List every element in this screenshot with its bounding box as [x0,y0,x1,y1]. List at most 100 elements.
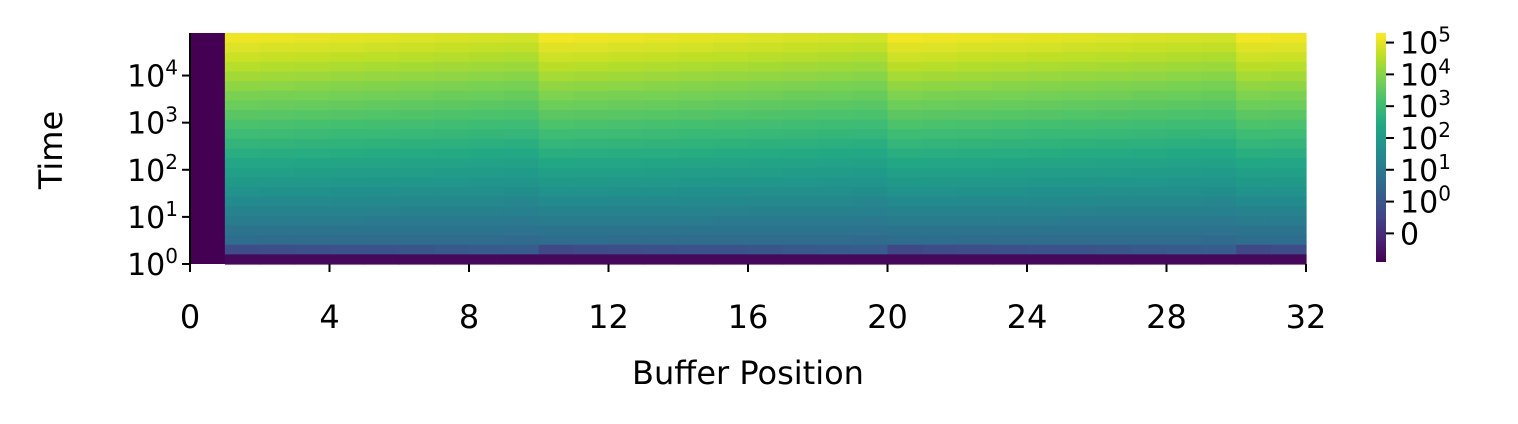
heatmap-cell [1166,177,1202,188]
heatmap-cell [782,110,819,121]
heatmap-cell [1131,138,1168,150]
heatmap-cell [992,244,1028,255]
heatmap-cell [678,206,714,217]
heatmap-cell [1201,148,1237,159]
heatmap-cell [1096,158,1133,169]
heatmap-cell [538,100,575,111]
heatmap-cell [887,206,923,217]
heatmap-cell [399,129,435,140]
heatmap-cell [573,81,610,92]
heatmap-cell [1236,90,1272,101]
heatmap-cell [922,52,958,63]
heatmap-cell [364,225,400,236]
heatmap-cell [434,81,470,92]
heatmap-cell [259,61,296,73]
heatmap-cell [1027,71,1063,82]
heatmap-cell [1027,100,1063,111]
heatmap-cell [643,138,679,150]
heatmap-cell [1166,167,1202,178]
heatmap-cell [608,167,644,178]
heatmap-cell [1166,33,1202,44]
heatmap-cell [399,52,435,63]
heatmap-cell [399,158,435,169]
heatmap-cell [1027,187,1063,198]
heatmap-cell [399,196,435,207]
x-tick-label: 0 [180,298,200,336]
heatmap-cell [1236,235,1272,246]
heatmap-cell [259,52,296,63]
heatmap-cell [957,61,993,73]
heatmap-cell [434,129,470,140]
heatmap-cell [294,61,331,73]
heatmap-cell [329,61,365,73]
heatmap-cell [1096,215,1133,227]
heatmap-cell [957,244,993,255]
heatmap-cell [538,42,575,53]
heatmap-cell [1271,129,1307,140]
heatmap-cell [608,100,644,111]
heatmap-cell [957,90,993,101]
heatmap-cell [329,206,365,217]
heatmap-cell [259,81,296,92]
heatmap-cell [364,119,400,130]
heatmap-cell [573,61,610,73]
heatmap-cell [817,215,854,227]
heatmap-cell [364,215,400,227]
heatmap-cell [329,235,365,246]
heatmap-cell [224,148,261,159]
heatmap-cell [434,119,470,130]
heatmap-cell [713,196,749,207]
heatmap-cell [1236,206,1272,217]
heatmap-cell [364,187,400,198]
heatmap-cell [294,129,331,140]
heatmap-cell [852,61,889,73]
heatmap-cell [922,100,958,111]
heatmap-cell [469,42,505,53]
heatmap-cell [294,42,331,53]
heatmap-cell [1201,177,1237,188]
heatmap-cell [992,129,1028,140]
heatmap-cell [364,177,400,188]
heatmap-cell [224,81,261,92]
heatmap-cell [1271,196,1307,207]
heatmap-cell [1201,81,1237,92]
heatmap-cell [817,187,854,198]
heatmap-cell [1166,71,1202,82]
heatmap-cell [643,225,679,236]
heatmap-cell [782,52,819,63]
heatmap-cell [992,110,1028,121]
heatmap-cell [1027,244,1063,255]
heatmap-cell [364,100,400,111]
heatmap-cell [992,177,1028,188]
heatmap-cell [434,148,470,159]
heatmap-cell [922,71,958,82]
heatmap-cell [224,52,261,63]
heatmap-cell [887,244,923,255]
heatmap-cell [503,235,540,246]
heatmap-cell [643,177,679,188]
x-tick-label: 16 [728,298,769,336]
heatmap-cell [957,254,993,265]
heatmap-cell [748,244,784,255]
heatmap-cell [329,225,365,236]
heatmap-cell [1061,42,1098,53]
heatmap-cell [608,61,644,73]
colorbar-tick-label: 100 [1400,182,1451,221]
heatmap-cell [678,90,714,101]
heatmap-cell [992,196,1028,207]
heatmap-cell [713,187,749,198]
heatmap-cell [678,196,714,207]
heatmap-cell [1131,148,1168,159]
heatmap-cell [1027,119,1063,130]
heatmap-cell [1201,196,1237,207]
heatmap-cell [259,167,296,178]
heatmap-cell [469,33,505,44]
heatmap-cell [364,90,400,101]
heatmap-cell [1271,244,1307,255]
heatmap-cell [748,158,784,169]
heatmap-cell [678,119,714,130]
y-tick-exponent: 4 [165,56,178,80]
heatmap-cell [1096,196,1133,207]
